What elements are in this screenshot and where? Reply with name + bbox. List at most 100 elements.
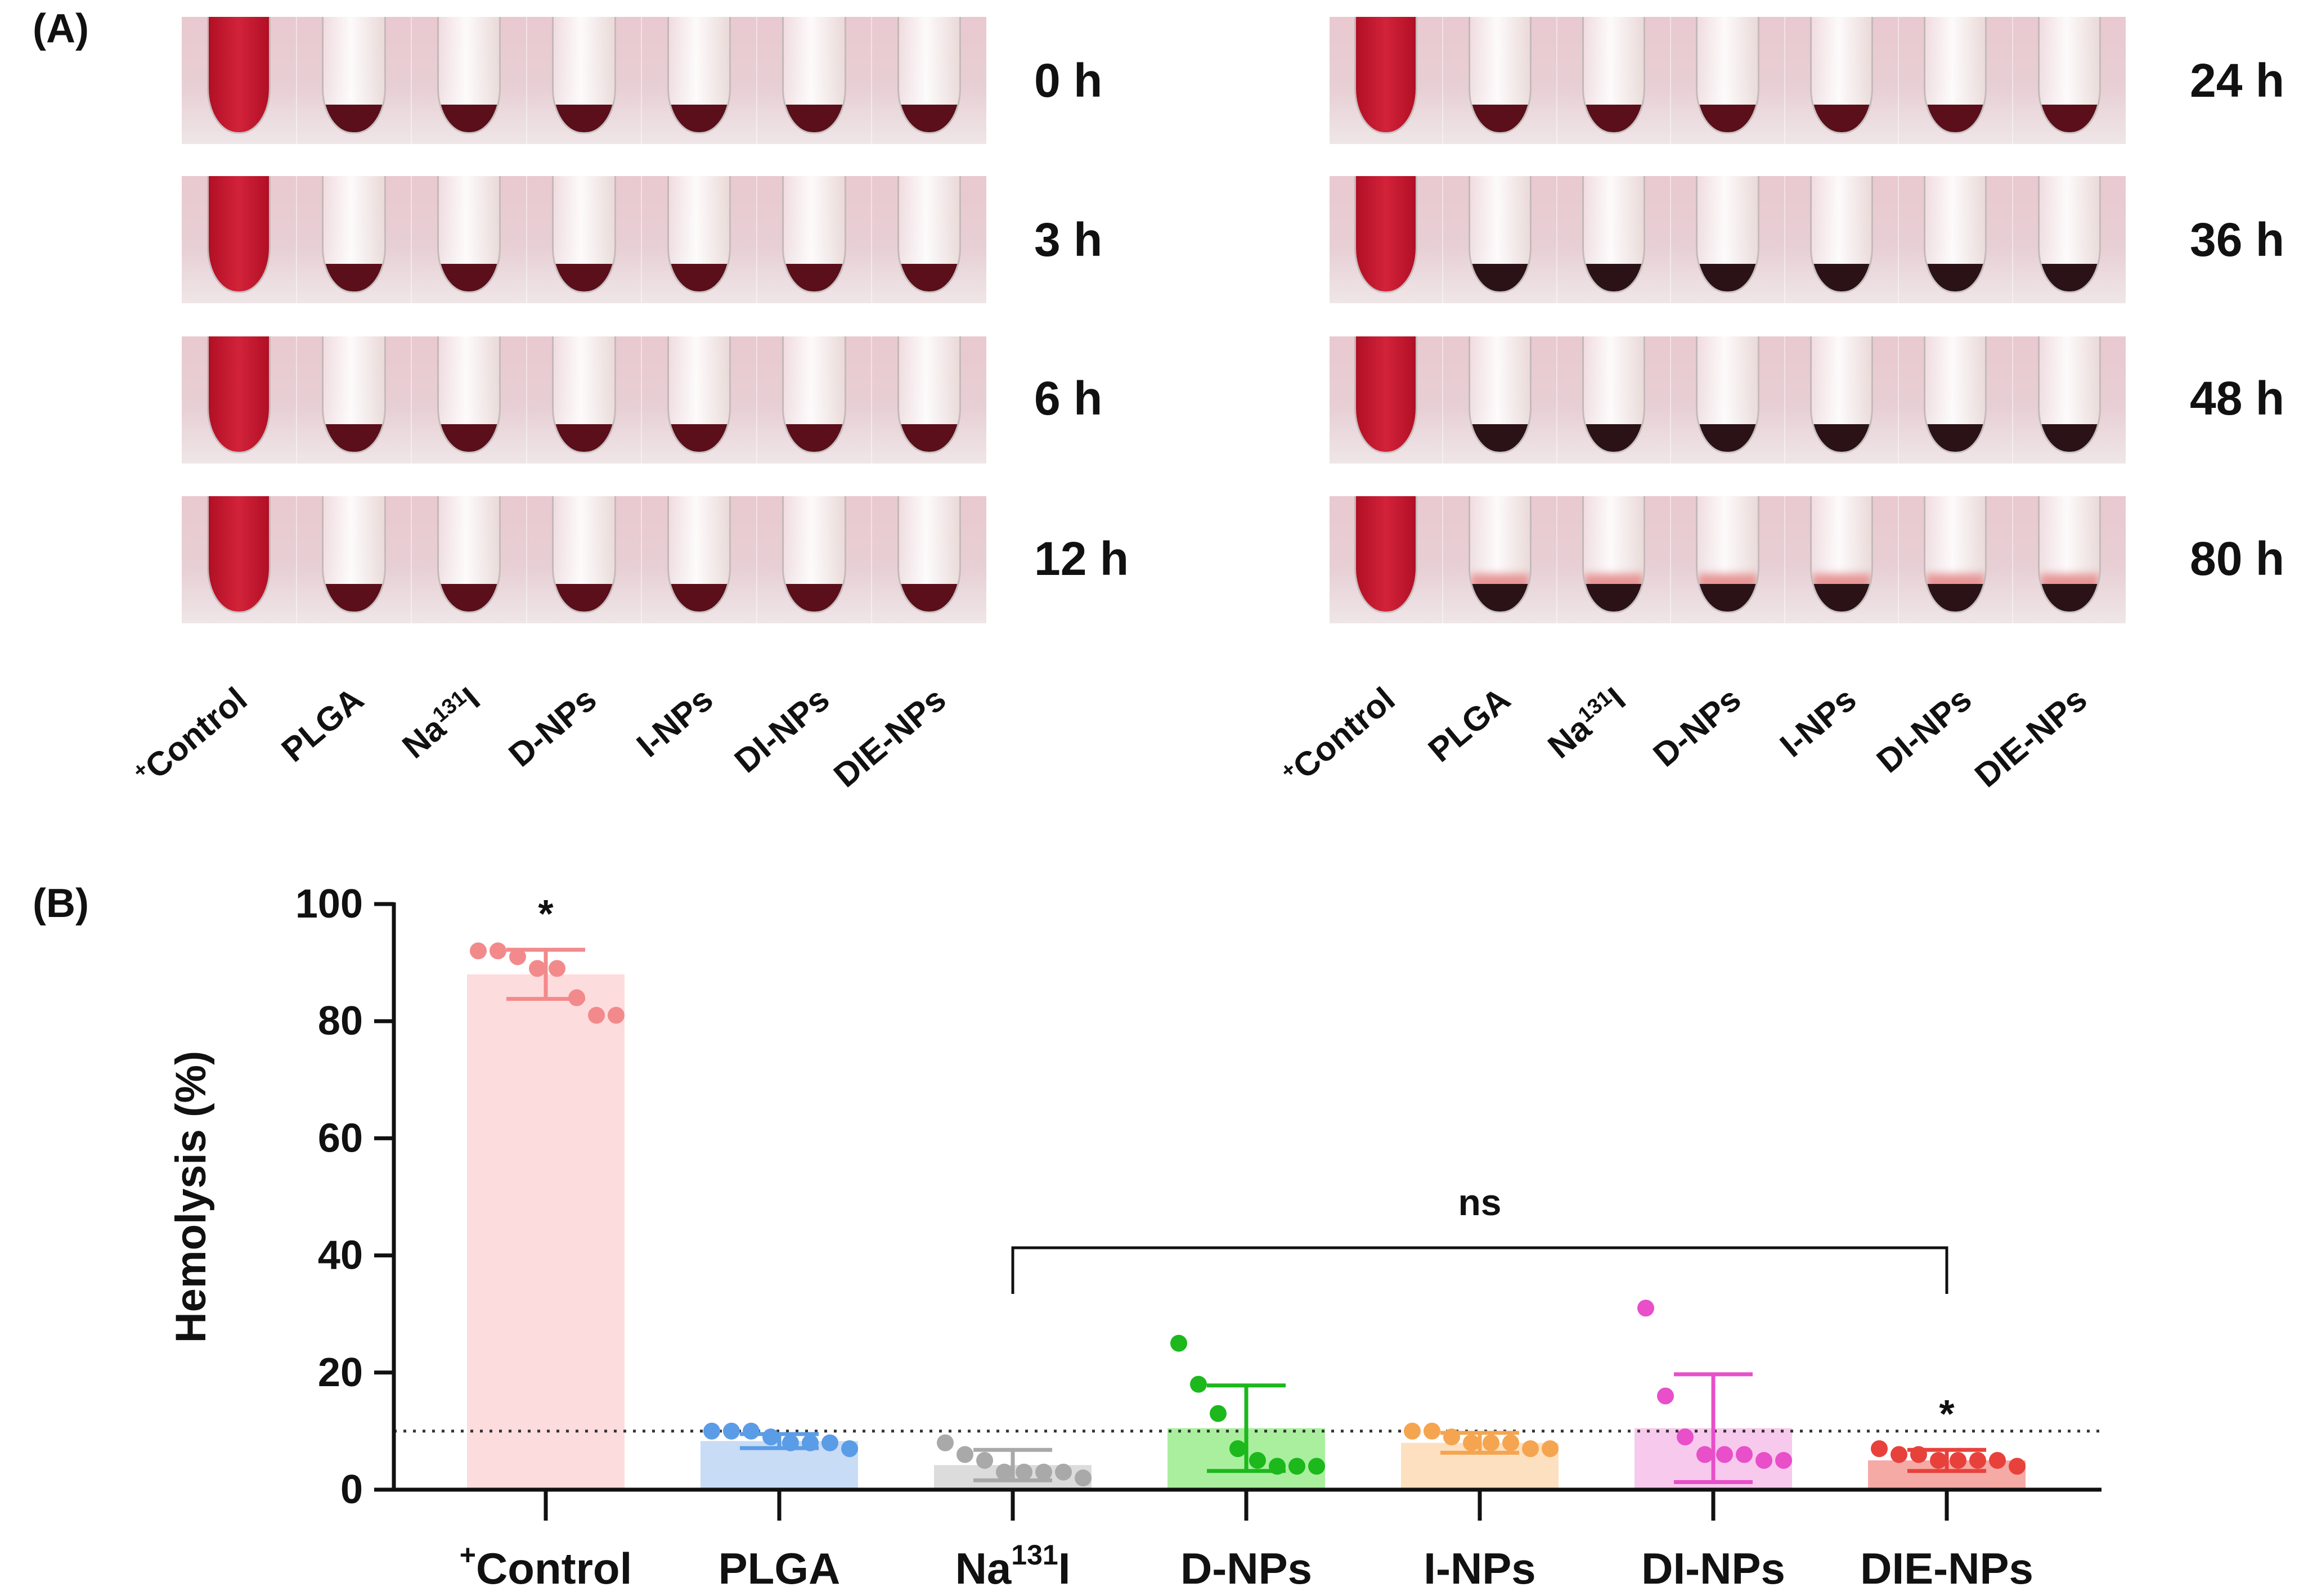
tube-shape bbox=[322, 336, 386, 453]
tube-photo-row bbox=[1330, 496, 2126, 623]
tube-shape bbox=[667, 176, 731, 293]
tube-shape bbox=[897, 336, 962, 453]
data-point bbox=[1736, 1446, 1753, 1463]
tube-label: +Control bbox=[1276, 680, 1402, 786]
tube-shape bbox=[667, 496, 731, 613]
tube-shape bbox=[1468, 496, 1532, 613]
data-point bbox=[1755, 1451, 1772, 1469]
y-tick-label: 80 bbox=[318, 999, 363, 1044]
tube-image bbox=[1330, 17, 1442, 144]
rbc-pellet bbox=[554, 104, 614, 132]
tube-image bbox=[526, 176, 641, 303]
rbc-pellet bbox=[1925, 424, 1986, 452]
rbc-pellet bbox=[784, 104, 845, 132]
tube-image bbox=[411, 17, 526, 144]
tube-image bbox=[756, 176, 872, 303]
tube-photo-row bbox=[182, 336, 986, 464]
rbc-pellet bbox=[2039, 104, 2099, 132]
tube-shape bbox=[1924, 336, 1987, 453]
tube-shape bbox=[1696, 336, 1759, 453]
rbc-pellet bbox=[784, 424, 845, 452]
tube-shape bbox=[322, 176, 386, 293]
tube-shape bbox=[1468, 176, 1532, 293]
data-point bbox=[1950, 1451, 1966, 1469]
tube-label: D-NPs bbox=[1646, 680, 1748, 774]
tube-photo-row bbox=[1330, 17, 2126, 144]
tube-shape bbox=[1468, 336, 1532, 453]
data-point bbox=[1424, 1422, 1440, 1440]
rbc-pellet bbox=[324, 583, 384, 612]
rbc-pellet bbox=[899, 104, 960, 132]
rbc-pellet bbox=[1470, 424, 1530, 452]
x-tick-label: D-NPs bbox=[1180, 1544, 1312, 1593]
tube-shape bbox=[206, 496, 271, 613]
data-point bbox=[1891, 1446, 1907, 1463]
rbc-pellet bbox=[438, 263, 500, 291]
data-point bbox=[802, 1434, 819, 1451]
tube-shape bbox=[897, 176, 962, 293]
tube-image bbox=[2011, 17, 2126, 144]
tube-label: +Control bbox=[128, 680, 254, 786]
tube-image bbox=[1784, 17, 1898, 144]
data-point bbox=[2009, 1458, 2026, 1475]
rbc-pellet bbox=[784, 583, 845, 612]
rbc-pellet bbox=[1583, 424, 1644, 452]
tube-image bbox=[1670, 176, 1784, 303]
tube-shape bbox=[552, 496, 616, 613]
data-point bbox=[1055, 1463, 1072, 1481]
tube-shape bbox=[437, 17, 501, 134]
data-point bbox=[1910, 1446, 1927, 1463]
tube-shape bbox=[1582, 176, 1646, 293]
tube-label: PLGA bbox=[1421, 680, 1517, 770]
data-point bbox=[1716, 1446, 1733, 1463]
rbc-pellet bbox=[324, 104, 384, 132]
rbc-pellet bbox=[668, 583, 730, 612]
tube-shape bbox=[782, 176, 846, 293]
y-tick-label: 20 bbox=[318, 1350, 363, 1395]
tube-image bbox=[2011, 176, 2126, 303]
y-tick-label: 60 bbox=[318, 1116, 363, 1161]
tube-shape bbox=[206, 176, 271, 293]
data-point bbox=[1989, 1451, 2006, 1469]
data-point bbox=[588, 1006, 605, 1024]
data-point bbox=[976, 1451, 993, 1469]
tube-photo-row bbox=[1330, 176, 2126, 303]
tube-image bbox=[1670, 17, 1784, 144]
tube-shape bbox=[1696, 17, 1759, 134]
tube-shape bbox=[552, 176, 616, 293]
tube-image bbox=[1442, 496, 1556, 623]
tube-shape bbox=[1809, 176, 1874, 293]
rbc-pellet bbox=[668, 263, 730, 291]
data-point bbox=[1871, 1440, 1888, 1458]
rbc-pellet bbox=[554, 424, 614, 452]
tube-image bbox=[871, 496, 986, 623]
tube-image bbox=[756, 336, 872, 464]
data-point bbox=[509, 948, 526, 965]
rbc-pellet bbox=[1583, 583, 1644, 612]
data-point bbox=[937, 1434, 954, 1451]
data-point bbox=[841, 1440, 858, 1458]
tube-shape bbox=[2037, 17, 2101, 134]
tube-shape bbox=[2037, 496, 2101, 613]
data-point bbox=[1308, 1458, 1325, 1475]
tube-shape bbox=[206, 17, 271, 134]
x-tick-label: DIE-NPs bbox=[1860, 1544, 2033, 1593]
data-point bbox=[1775, 1451, 1792, 1469]
tube-image bbox=[1784, 496, 1898, 623]
tube-image bbox=[641, 176, 756, 303]
data-point bbox=[1522, 1440, 1539, 1458]
data-point bbox=[762, 1428, 779, 1446]
tube-image bbox=[295, 17, 411, 144]
tube-photo-row bbox=[182, 176, 986, 303]
data-point bbox=[1288, 1458, 1305, 1475]
tube-image bbox=[526, 336, 641, 464]
tube-shape bbox=[1924, 496, 1987, 613]
data-point bbox=[1404, 1422, 1421, 1440]
tube-image bbox=[182, 336, 296, 464]
tube-image bbox=[2011, 336, 2126, 464]
rbc-pellet bbox=[324, 263, 384, 291]
rbc-pellet bbox=[1470, 583, 1530, 612]
time-label-12h: 12 h bbox=[1034, 532, 1129, 585]
tube-shape bbox=[206, 336, 271, 453]
rbc-pellet bbox=[1583, 263, 1644, 291]
